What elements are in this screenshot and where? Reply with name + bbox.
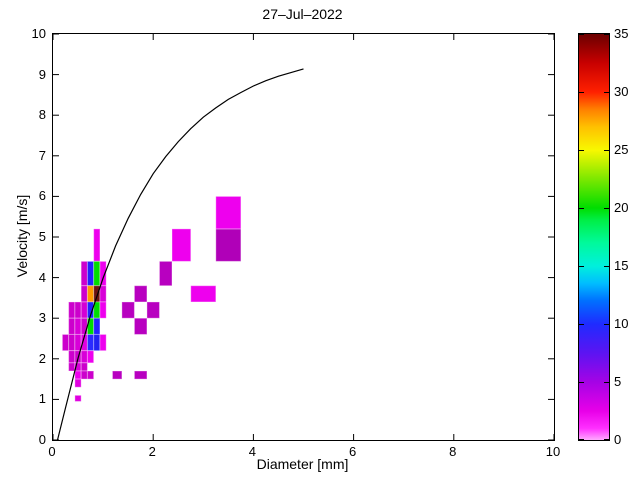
- colorbar-tick-mark: [604, 34, 609, 35]
- colorbar-tick-mark: [579, 439, 584, 440]
- heatmap-cell: [93, 285, 101, 303]
- heatmap-cell: [68, 333, 76, 352]
- x-tick-label: 6: [348, 444, 357, 459]
- heatmap-cell: [86, 370, 95, 380]
- heatmap-cell: [99, 285, 107, 303]
- colorbar-tick-label: 0: [614, 432, 622, 447]
- y-tick-label: 4: [38, 269, 46, 285]
- heatmap-cell: [80, 362, 88, 372]
- heatmap-cell: [68, 301, 76, 319]
- heatmap-cell: [93, 333, 101, 352]
- heatmap-cell: [133, 285, 148, 303]
- colorbar-tick-mark: [579, 150, 584, 151]
- heatmap-cell: [74, 394, 82, 402]
- heatmap-cell: [74, 317, 82, 335]
- heatmap-cell: [86, 285, 95, 303]
- heatmap-cell: [99, 333, 107, 352]
- heatmap-cell: [68, 317, 76, 335]
- colorbar: [578, 33, 610, 441]
- colorbar-tick-label: 25: [614, 142, 629, 157]
- y-tick-label: 5: [38, 229, 46, 244]
- colorbar-tick-label: 15: [614, 258, 629, 273]
- colorbar-tick-label: 20: [614, 200, 629, 215]
- heatmap-cell: [74, 370, 82, 380]
- heatmap-cell: [80, 370, 88, 380]
- heatmap-cell: [86, 333, 95, 352]
- heatmap-cell: [93, 228, 101, 262]
- colorbar-tick-label: 5: [614, 374, 622, 389]
- colorbar-tick-mark: [604, 266, 609, 267]
- y-tick-label: 6: [38, 188, 46, 204]
- x-tick-label: 0: [48, 444, 56, 459]
- y-tick-label: 1: [38, 391, 46, 407]
- colorbar-tick-mark: [579, 382, 584, 383]
- heatmap-cell: [80, 260, 88, 287]
- y-tick-label: 9: [38, 66, 46, 82]
- y-tick-label: 7: [38, 147, 46, 163]
- heatmap-cell: [133, 317, 148, 335]
- heatmap-cell: [80, 350, 88, 364]
- heatmap-cell: [68, 350, 76, 364]
- heatmap-cell: [146, 301, 160, 319]
- x-axis-label: Diameter [mm]: [256, 456, 349, 472]
- y-tick-label: 2: [38, 350, 46, 366]
- x-tick-label: 10: [545, 444, 561, 459]
- y-tick-label: 3: [38, 310, 46, 326]
- heatmap-cell: [171, 228, 192, 262]
- heatmap-cell: [61, 333, 70, 352]
- colorbar-tick-label: 35: [614, 26, 629, 41]
- heatmap-cell: [111, 370, 123, 380]
- plot-area: [52, 33, 555, 441]
- heatmap-cell: [80, 301, 88, 319]
- heatmap-cell: [68, 362, 76, 372]
- heatmap-cell: [133, 370, 148, 380]
- colorbar-tick-mark: [579, 266, 584, 267]
- x-tick-label: 8: [449, 444, 457, 459]
- heatmap-canvas: [53, 34, 554, 440]
- x-tick-label: 4: [248, 444, 256, 459]
- heatmap-cell: [93, 260, 101, 287]
- figure-title: 27–Jul–2022: [262, 6, 343, 22]
- heatmap-cell: [86, 260, 95, 287]
- heatmap-cell: [93, 317, 101, 335]
- heatmap-cell: [121, 301, 135, 319]
- colorbar-tick-mark: [579, 208, 584, 209]
- y-tick-label: 0: [38, 432, 46, 447]
- colorbar-tick-mark: [604, 150, 609, 151]
- heatmap-cell: [190, 285, 217, 303]
- heatmap-cell: [74, 362, 82, 372]
- colorbar-tick-mark: [604, 324, 609, 325]
- terminal-velocity-curve: [56, 68, 304, 440]
- colorbar-tick-mark: [579, 34, 584, 35]
- heatmap-cell: [80, 317, 88, 335]
- x-tick-label: 2: [148, 444, 156, 459]
- colorbar-tick-mark: [579, 92, 584, 93]
- heatmap-cell: [80, 285, 88, 303]
- heatmap-cell: [74, 301, 82, 319]
- colorbar-tick-label: 30: [614, 84, 629, 99]
- colorbar-tick-mark: [604, 92, 609, 93]
- heatmap-cell: [74, 333, 82, 352]
- heatmap-cell: [215, 195, 242, 230]
- heatmap-cell: [74, 378, 82, 388]
- colorbar-tick-mark: [604, 208, 609, 209]
- colorbar-tick-mark: [604, 439, 609, 440]
- colorbar-tick-mark: [579, 324, 584, 325]
- heatmap-cell: [99, 301, 107, 319]
- colorbar-tick-mark: [604, 382, 609, 383]
- colorbar-tick-label: 10: [614, 316, 629, 331]
- colorbar-gradient: [579, 34, 609, 440]
- y-tick-label: 8: [38, 107, 46, 123]
- heatmap-cell: [215, 228, 242, 262]
- heatmap-cell: [158, 260, 173, 287]
- heatmap-cell: [86, 350, 95, 364]
- y-tick-label: 10: [31, 26, 46, 41]
